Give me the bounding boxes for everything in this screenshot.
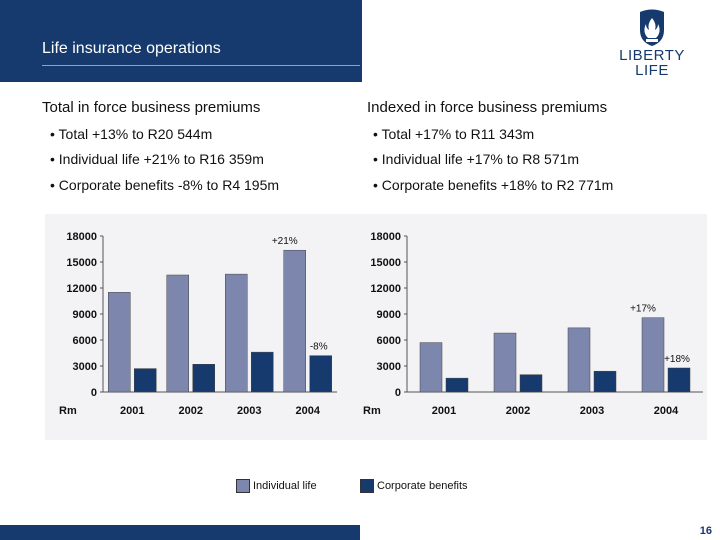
y-tick-label: 18000 — [66, 231, 97, 243]
logo-text-line1: LIBERTY — [619, 47, 685, 64]
legend-label-corporate: Corporate benefits — [377, 480, 468, 492]
chart-panel — [45, 214, 707, 440]
bar-individual-2003 — [225, 273, 248, 393]
y-tick-label: 18000 — [370, 231, 401, 243]
y-tick-label: 3000 — [377, 361, 401, 373]
x-tick-label: 2002 — [179, 405, 203, 417]
bar-corporate-2004 — [667, 367, 691, 393]
right-section-title: Indexed in force business premiums — [367, 99, 608, 116]
bar-individual-2001 — [108, 292, 131, 393]
bar-corporate-2004 — [309, 355, 332, 393]
x-tick-label: 2003 — [580, 405, 604, 417]
left-bullet-3: • Corporate benefits -8% to R4 195m — [50, 177, 280, 193]
bar-corporate-2002 — [192, 364, 215, 393]
y-tick-label: 15000 — [370, 257, 401, 269]
y-axis-label: Rm — [363, 405, 381, 417]
bar-individual-2004 — [641, 317, 665, 393]
y-tick-label: 6000 — [377, 335, 401, 347]
bar-corporate-2003 — [251, 351, 274, 393]
data-annotation: -8% — [310, 342, 328, 353]
header-divider — [42, 65, 360, 66]
bar-corporate-2003 — [593, 370, 617, 393]
page-number: 16 — [699, 525, 712, 537]
x-tick-label: 2002 — [506, 405, 530, 417]
y-tick-label: 0 — [395, 387, 401, 399]
legend-swatch-corporate — [360, 479, 374, 493]
page-title: Life insurance operations — [42, 40, 221, 57]
y-axis-label: Rm — [59, 405, 77, 417]
liberty-life-logo: LIBERTY LIFE — [612, 8, 692, 80]
bar-individual-2003 — [567, 327, 591, 393]
right-bullet-1: • Total +17% to R11 343m — [373, 126, 535, 142]
legend-label-individual: Individual life — [253, 480, 317, 492]
footer-bar — [0, 525, 360, 540]
legend-swatch-individual — [236, 479, 250, 493]
data-annotation: +21% — [272, 236, 298, 247]
y-tick-label: 0 — [91, 387, 97, 399]
left-bullet-2: • Individual life +21% to R16 359m — [50, 151, 264, 167]
data-annotation: +17% — [630, 304, 656, 315]
charts-area: 0 3000 6000 9000 12000 15000 18000 Rm 2001 2002 20… — [59, 231, 703, 417]
y-tick-label: 9000 — [73, 309, 97, 321]
y-tick-label: 15000 — [66, 257, 97, 269]
y-tick-label: 12000 — [66, 283, 97, 295]
right-bullet-2: • Individual life +17% to R8 571m — [373, 151, 580, 167]
bar-corporate-2001 — [134, 368, 157, 393]
bar-individual-2002 — [493, 332, 517, 393]
right-bullet-3: • Corporate benefits +18% to R2 771m — [373, 177, 614, 193]
x-tick-label: 2003 — [237, 405, 261, 417]
x-tick-label: 2004 — [654, 405, 679, 417]
x-tick-label: 2001 — [120, 405, 144, 417]
data-annotation: +18% — [664, 354, 690, 365]
left-bullet-1: • Total +13% to R20 544m — [50, 126, 213, 142]
x-tick-label: 2001 — [432, 405, 456, 417]
header-bar — [0, 0, 362, 82]
bar-corporate-2001 — [445, 377, 469, 393]
y-tick-label: 3000 — [73, 361, 97, 373]
bar-individual-2001 — [419, 342, 443, 393]
shield-flame-icon — [640, 9, 664, 46]
y-tick-label: 9000 — [377, 309, 401, 321]
bar-corporate-2002 — [519, 374, 543, 393]
bar-individual-2004 — [283, 249, 306, 393]
x-tick-label: 2004 — [296, 405, 321, 417]
bar-individual-2002 — [166, 274, 189, 393]
left-section-title: Total in force business premiums — [42, 99, 261, 116]
y-tick-label: 6000 — [73, 335, 97, 347]
y-tick-label: 12000 — [370, 283, 401, 295]
logo-text-line2: LIFE — [635, 62, 669, 79]
